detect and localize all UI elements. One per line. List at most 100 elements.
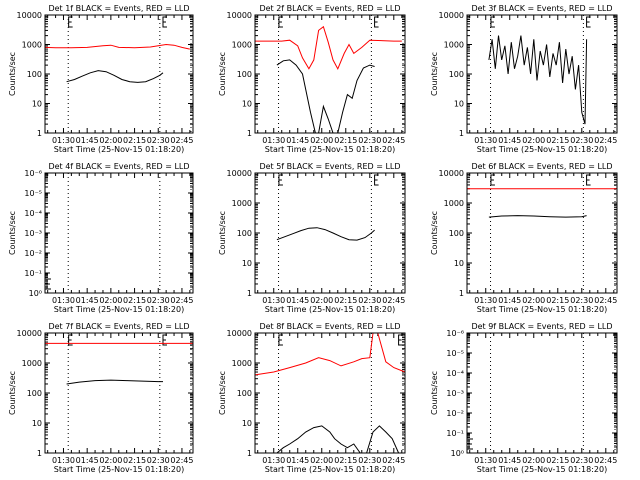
y-tick-label: 10⁻¹ xyxy=(24,269,42,278)
y-tick-label: 100 xyxy=(27,70,42,79)
y-tick-label: 100 xyxy=(449,229,464,238)
x-axis-label: Start Time (25-Nov-15 01:18:20) xyxy=(54,305,184,314)
plot-frame xyxy=(466,172,618,294)
y-axis-label: Counts/sec xyxy=(8,52,17,96)
series-events-line xyxy=(276,425,400,454)
plot-frame xyxy=(44,172,194,294)
x-tick-label: 01:30 xyxy=(262,296,285,305)
range-bracket-marker xyxy=(68,334,73,346)
panel-det-7: Det 7f BLACK = Events, RED = LLD Counts/s… xyxy=(8,322,194,474)
x-tick-label: 01:30 xyxy=(262,136,285,145)
y-axis-label: Counts/sec xyxy=(8,211,17,255)
panel-det-5: Det 5f BLACK = Events, RED = LLD Counts/s… xyxy=(218,162,406,314)
x-tick-label: 01:30 xyxy=(52,456,75,465)
x-tick-label: 02:15 xyxy=(334,456,357,465)
x-tick-label: 02:30 xyxy=(358,456,381,465)
x-tick-label: 01:45 xyxy=(498,456,521,465)
y-tick-label: 1000 xyxy=(232,41,252,50)
y-tick-label: 10 xyxy=(454,100,464,109)
x-tick-label: 02:15 xyxy=(546,456,569,465)
y-axis-label: Counts/sec xyxy=(218,371,227,415)
range-bracket-marker xyxy=(398,334,403,346)
x-tick-label: 02:15 xyxy=(334,136,357,145)
y-tick-label: 10⁻⁵ xyxy=(24,189,42,198)
x-tick-label: 02:00 xyxy=(310,136,333,145)
y-tick-label: 100 xyxy=(237,229,252,238)
y-tick-label: 10 xyxy=(242,100,252,109)
x-tick-label: 02:30 xyxy=(147,296,170,305)
y-tick-label: 1 xyxy=(459,129,464,138)
x-tick-label: 01:30 xyxy=(474,136,497,145)
x-tick-label: 02:45 xyxy=(382,456,405,465)
x-axis-label: Start Time (25-Nov-15 01:18:20) xyxy=(477,145,607,154)
plot-frame xyxy=(254,172,406,294)
y-tick-label: 10 xyxy=(32,100,42,109)
panel-det-1: Det 1f BLACK = Events, RED = LLD Counts/s… xyxy=(8,4,194,154)
x-axis-label: Start Time (25-Nov-15 01:18:20) xyxy=(477,465,607,474)
x-tick-label: 01:45 xyxy=(498,296,521,305)
y-tick-label: 10⁰ xyxy=(29,289,42,298)
series-lld-line xyxy=(44,43,190,50)
y-axis-label: Counts/sec xyxy=(430,52,439,96)
plot-frame xyxy=(466,332,618,454)
panel-title: Det 2f BLACK = Events, RED = LLD xyxy=(259,4,400,13)
y-tick-label: 1000 xyxy=(232,199,252,208)
series-events-line xyxy=(66,70,164,83)
series-events-line xyxy=(276,59,375,134)
y-tick-label: 10000 xyxy=(227,169,252,178)
plot-frame xyxy=(44,332,194,454)
x-tick-label: 02:15 xyxy=(546,136,569,145)
series-lld-line xyxy=(255,25,402,70)
y-axis-label: Counts/sec xyxy=(218,211,227,255)
range-bracket-marker xyxy=(162,334,167,346)
y-tick-label: 10000 xyxy=(227,11,252,20)
series-events-line xyxy=(276,227,375,241)
range-bracket-marker xyxy=(374,16,379,28)
range-bracket-marker xyxy=(162,16,167,28)
plot-frame xyxy=(44,14,194,134)
y-tick-label: 100 xyxy=(237,389,252,398)
x-axis-label: Start Time (25-Nov-15 01:18:20) xyxy=(265,145,395,154)
x-tick-label: 02:15 xyxy=(123,456,146,465)
x-tick-label: 02:45 xyxy=(594,296,617,305)
y-tick-label: 1000 xyxy=(232,359,252,368)
y-tick-label: 1 xyxy=(247,289,252,298)
panel-title: Det 1f BLACK = Events, RED = LLD xyxy=(48,4,189,13)
x-tick-label: 02:45 xyxy=(382,136,405,145)
y-tick-label: 1000 xyxy=(444,199,464,208)
x-tick-label: 01:30 xyxy=(52,296,75,305)
x-tick-label: 02:30 xyxy=(147,136,170,145)
y-tick-label: 1000 xyxy=(22,359,42,368)
x-axis-label: Start Time (25-Nov-15 01:18:20) xyxy=(477,305,607,314)
x-tick-label: 01:45 xyxy=(286,456,309,465)
y-tick-label: 10 xyxy=(32,419,42,428)
plot-frame xyxy=(466,14,618,134)
x-tick-label: 01:30 xyxy=(474,456,497,465)
x-tick-label: 02:00 xyxy=(99,456,122,465)
panel-title: Det 9f BLACK = Events, RED = LLD xyxy=(471,322,612,331)
panel-title: Det 3f BLACK = Events, RED = LLD xyxy=(471,4,612,13)
range-bracket-marker xyxy=(586,174,591,186)
x-tick-label: 02:30 xyxy=(147,456,170,465)
x-tick-label: 01:30 xyxy=(262,456,285,465)
range-bracket-marker xyxy=(490,16,495,28)
x-tick-label: 02:15 xyxy=(123,136,146,145)
y-tick-label: 1000 xyxy=(444,41,464,50)
y-tick-label: 10 xyxy=(242,259,252,268)
y-axis-label: Counts/sec xyxy=(8,371,17,415)
panel-title: Det 7f BLACK = Events, RED = LLD xyxy=(48,322,189,331)
x-tick-label: 02:00 xyxy=(522,296,545,305)
x-tick-label: 02:30 xyxy=(570,296,593,305)
panel-det-2: Det 2f BLACK = Events, RED = LLD Counts/s… xyxy=(218,4,406,154)
series-lld-line xyxy=(254,332,406,376)
x-tick-label: 02:00 xyxy=(99,296,122,305)
y-tick-label: 10⁻⁶ xyxy=(446,329,464,338)
y-tick-label: 10⁻⁵ xyxy=(446,349,464,358)
x-axis-label: Start Time (25-Nov-15 01:18:20) xyxy=(54,465,184,474)
x-tick-label: 02:45 xyxy=(170,136,193,145)
x-tick-label: 01:45 xyxy=(76,296,99,305)
x-tick-label: 02:30 xyxy=(570,136,593,145)
y-tick-label: 1 xyxy=(37,129,42,138)
panel-det-8: Det 8f BLACK = Events, RED = LLD Counts/s… xyxy=(218,322,406,474)
